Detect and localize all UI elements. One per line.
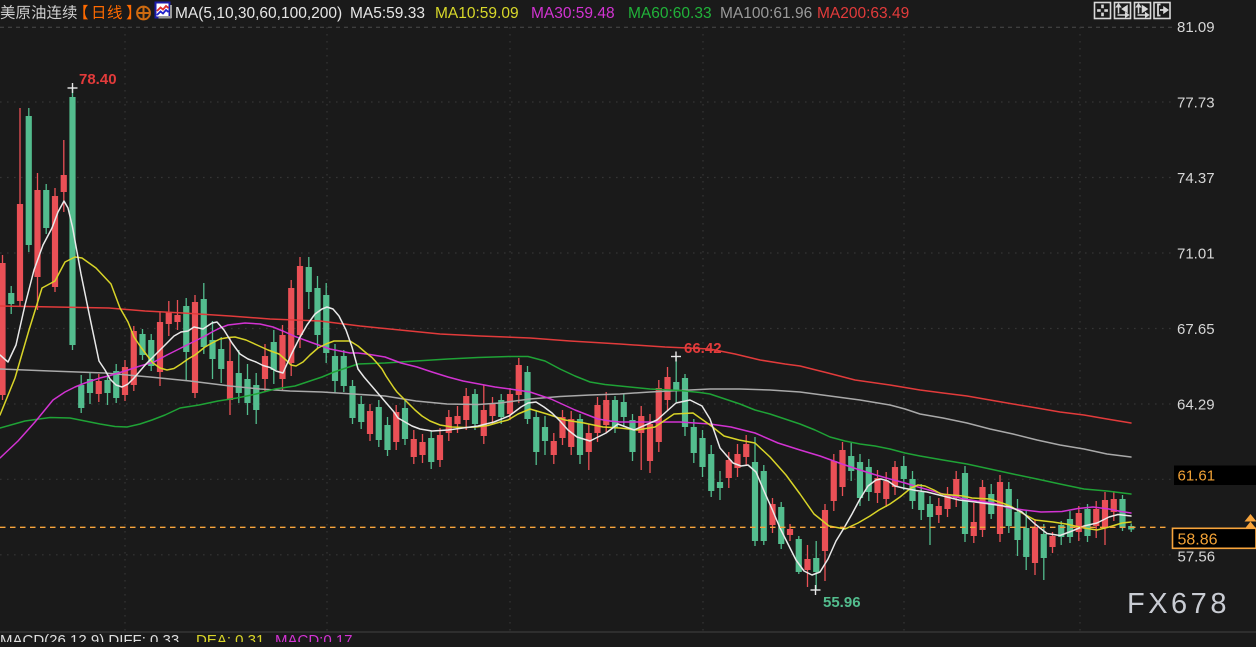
- svg-text:74.37: 74.37: [1177, 170, 1215, 187]
- svg-text:64.29: 64.29: [1177, 397, 1215, 414]
- svg-text:58.86: 58.86: [1178, 532, 1218, 549]
- svg-text:77.73: 77.73: [1177, 95, 1215, 112]
- svg-text:MA60:60.33: MA60:60.33: [628, 5, 712, 22]
- svg-text:MACD(26,12,9) DIFF: 0.33: MACD(26,12,9) DIFF: 0.33: [0, 632, 179, 642]
- svg-text:71.01: 71.01: [1177, 246, 1215, 263]
- svg-text:61.61: 61.61: [1178, 468, 1216, 485]
- svg-text:57.56: 57.56: [1178, 549, 1216, 566]
- svg-text:MA(5,10,30,60,100,200): MA(5,10,30,60,100,200): [175, 5, 342, 22]
- svg-text:81.09: 81.09: [1177, 19, 1215, 36]
- svg-text:66.42: 66.42: [684, 340, 722, 357]
- svg-text:FX678: FX678: [1127, 588, 1230, 620]
- svg-text:67.65: 67.65: [1177, 321, 1215, 338]
- svg-text:MA5:59.33: MA5:59.33: [350, 5, 425, 22]
- svg-text:55.96: 55.96: [823, 594, 861, 611]
- svg-text:MA100:61.96: MA100:61.96: [720, 5, 812, 22]
- svg-text:MA10:59.09: MA10:59.09: [435, 5, 519, 22]
- svg-text:MACD:0.17: MACD:0.17: [275, 632, 353, 642]
- svg-text:DEA: 0.31: DEA: 0.31: [196, 632, 264, 642]
- svg-text:MA200:63.49: MA200:63.49: [817, 5, 909, 22]
- svg-text:78.40: 78.40: [79, 71, 117, 88]
- svg-text:MA30:59.48: MA30:59.48: [531, 5, 615, 22]
